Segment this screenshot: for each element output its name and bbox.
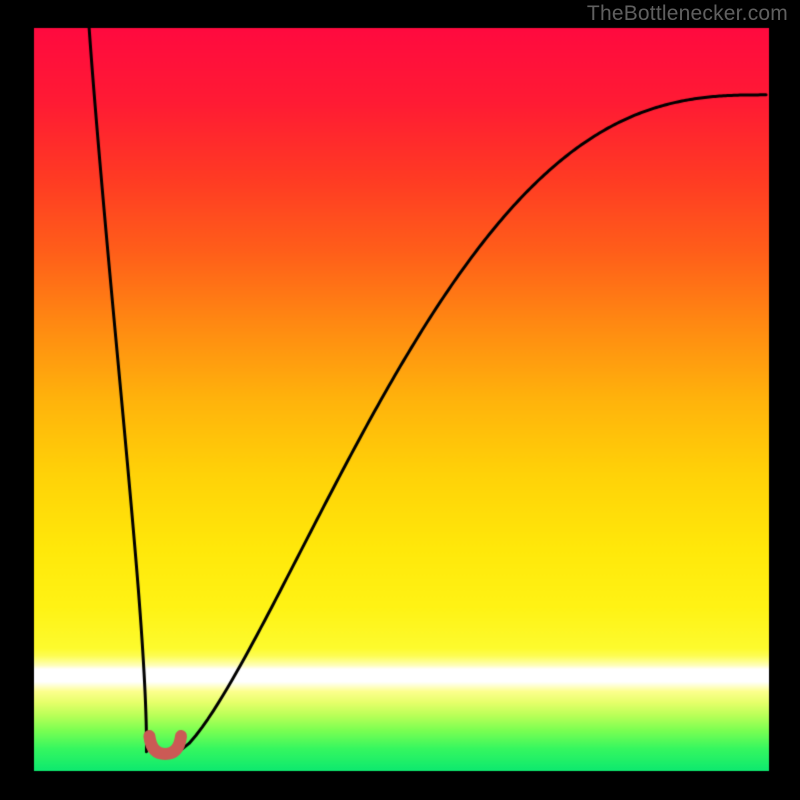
bottleneck-curve-plot <box>0 0 800 800</box>
chart-root: TheBottlenecker.com <box>0 0 800 800</box>
